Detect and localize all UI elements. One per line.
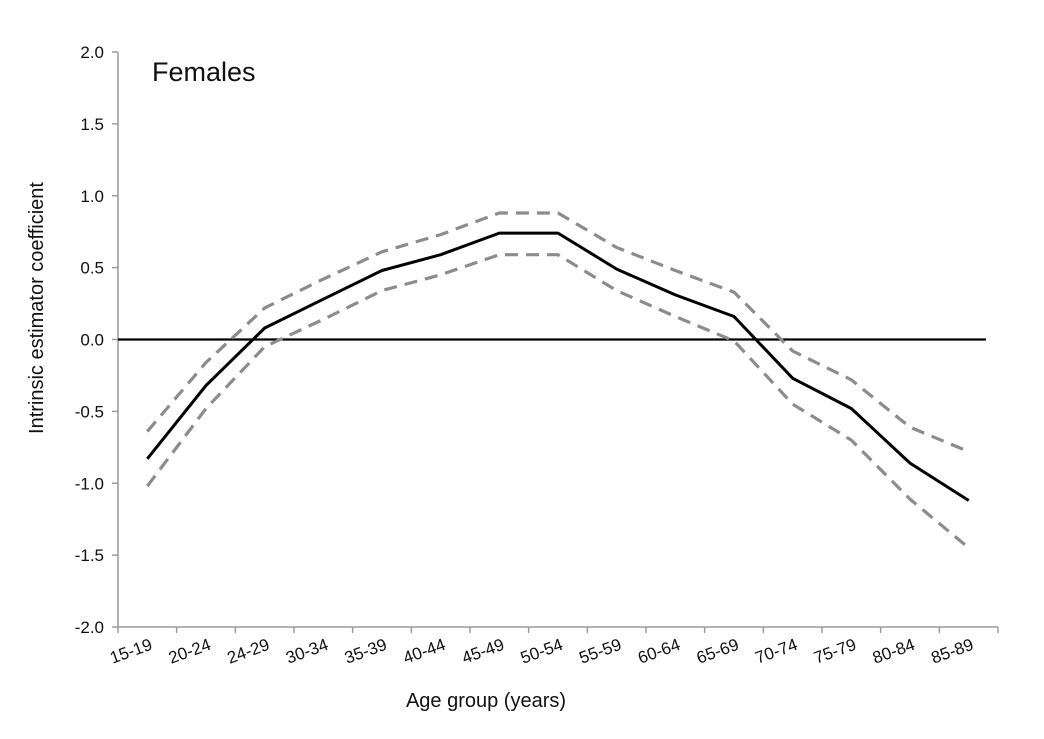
series-line-bound-2 xyxy=(146,253,970,550)
y-tick-label: 1.5 xyxy=(80,115,104,134)
x-tick-label: 24-29 xyxy=(225,635,272,668)
x-tick-label: 65-69 xyxy=(694,635,741,668)
chart-title: Females xyxy=(152,57,256,87)
x-tick-label: 70-74 xyxy=(753,635,800,668)
series-line-bound-1 xyxy=(146,211,970,454)
y-tick-label: 1.0 xyxy=(80,187,104,206)
x-tick-label: 50-54 xyxy=(518,635,565,668)
y-tick-label: 0.5 xyxy=(80,259,104,278)
x-ticks: 15-19 20-24 24-29 30-34 35-39 40-44 45-49 50-54… xyxy=(107,627,999,668)
y-tick-label: -2.0 xyxy=(75,618,104,637)
y-axis-title: Intrinsic estimator coefficient xyxy=(26,182,48,434)
x-tick-label: 45-49 xyxy=(459,635,506,668)
x-tick-label: 55-59 xyxy=(577,635,624,668)
x-tick-label: 85-89 xyxy=(929,635,976,668)
y-tick-label: -0.5 xyxy=(75,402,104,421)
series-line-estimate xyxy=(146,231,970,502)
y-tick-label: 2.0 xyxy=(80,43,104,62)
x-tick-label: 20-24 xyxy=(166,635,213,668)
y-tick-label: -1.0 xyxy=(75,474,104,493)
series-layer xyxy=(146,211,970,550)
y-tick-label: -1.5 xyxy=(75,546,104,565)
x-tick-label: 35-39 xyxy=(342,635,389,668)
y-ticks: 2.0 1.5 1.0 0.5 0.0 -0.5 -1.0 -1.5 -2.0 xyxy=(75,43,118,637)
x-tick-label: 40-44 xyxy=(401,635,448,668)
x-tick-label: 80-84 xyxy=(870,635,917,668)
x-axis-title: Age group (years) xyxy=(406,690,566,712)
y-tick-label: 0.0 xyxy=(80,331,104,350)
x-tick-label: 30-34 xyxy=(283,635,330,668)
x-tick-label: 15-19 xyxy=(107,635,154,668)
x-tick-label: 60-64 xyxy=(635,635,682,668)
x-tick-label: 75-79 xyxy=(811,635,858,668)
